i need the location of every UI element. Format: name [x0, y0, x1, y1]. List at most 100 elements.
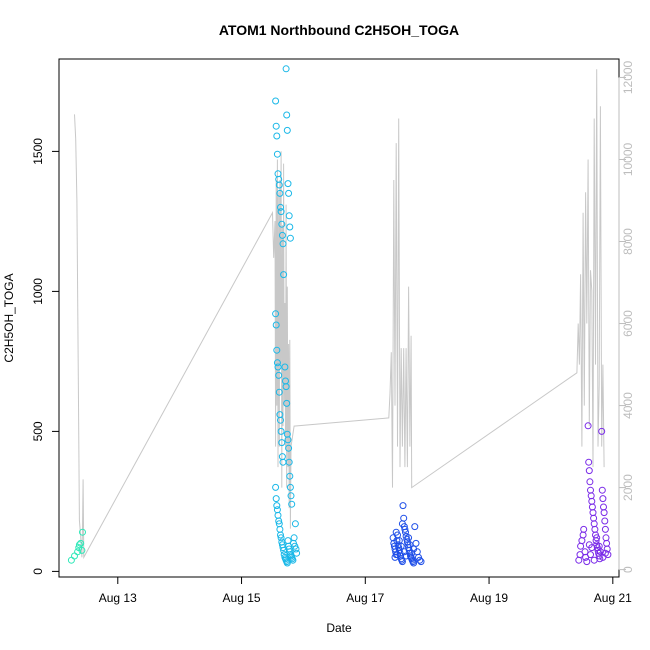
- data-point: [579, 531, 587, 539]
- data-point: [587, 486, 594, 494]
- data-point: [402, 552, 410, 560]
- y2-tick-label: 10000: [621, 142, 635, 176]
- data-point: [273, 502, 281, 510]
- data-point: [402, 528, 409, 536]
- data-point: [276, 525, 284, 533]
- y2-tick-label: 12000: [621, 60, 635, 94]
- data-point: [286, 483, 294, 491]
- data-point: [287, 492, 295, 500]
- data-point: [284, 436, 292, 444]
- data-point: [588, 497, 596, 505]
- data-point: [272, 97, 280, 105]
- data-point: [398, 558, 406, 566]
- data-point: [280, 271, 288, 279]
- data-point: [400, 514, 408, 522]
- data-point: [590, 520, 598, 528]
- data-point: [285, 444, 293, 452]
- data-point: [277, 427, 285, 435]
- data-point: [277, 203, 284, 211]
- data-point: [278, 231, 286, 239]
- data-point: [286, 223, 294, 231]
- data-point: [289, 556, 297, 564]
- data-point: [592, 537, 600, 545]
- data-point: [601, 525, 609, 533]
- data-point: [595, 552, 603, 560]
- data-point: [283, 126, 291, 134]
- data-point: [273, 506, 281, 514]
- chart-title: ATOM1 Northbound C2H5OH_TOGA: [219, 22, 459, 38]
- data-point: [282, 383, 290, 391]
- data-point: [417, 558, 425, 566]
- data-point: [272, 321, 280, 329]
- x-axis-label: Date: [326, 621, 352, 635]
- x-tick-label: Aug 19: [470, 591, 508, 605]
- data-point: [394, 551, 401, 559]
- data-point: [399, 502, 407, 510]
- y2-tick-label: 2000: [621, 474, 635, 501]
- data-point: [392, 528, 400, 536]
- data-point: [591, 525, 599, 533]
- y-tick-label: 1000: [31, 278, 45, 305]
- line-series-layer: [74, 69, 605, 560]
- data-point: [400, 548, 408, 556]
- data-point: [277, 416, 284, 424]
- series-line: [74, 69, 605, 560]
- data-point: [285, 212, 293, 220]
- data-point: [278, 453, 286, 461]
- y2-tick-label: 0: [621, 566, 635, 573]
- data-point: [283, 111, 291, 119]
- data-point: [588, 544, 596, 552]
- data-point: [583, 558, 591, 566]
- data-point: [277, 531, 284, 539]
- plot-frame: [58, 58, 620, 578]
- y-axis-label: C2H5OH_TOGA: [2, 273, 16, 362]
- x-tick-label: Aug 21: [594, 591, 632, 605]
- data-point: [275, 388, 283, 396]
- data-point: [272, 483, 280, 491]
- data-point: [598, 427, 606, 435]
- y-tick-label: 0: [31, 568, 45, 575]
- data-point: [275, 371, 283, 379]
- x-tick-label: Aug 15: [223, 591, 261, 605]
- data-point: [412, 539, 420, 547]
- y2-tick-label: 4000: [621, 392, 635, 419]
- data-point: [293, 549, 301, 557]
- data-point: [279, 240, 287, 248]
- data-point: [272, 495, 280, 503]
- data-point: [588, 503, 596, 511]
- data-point: [272, 122, 280, 130]
- data-point: [292, 545, 300, 553]
- data-point: [416, 556, 424, 564]
- data-point: [286, 472, 294, 480]
- data-point: [290, 534, 298, 542]
- data-point: [273, 132, 281, 140]
- data-point: [273, 150, 281, 158]
- data-point: [283, 559, 291, 567]
- data-point: [600, 503, 607, 511]
- data-point: [273, 359, 281, 367]
- data-point: [79, 528, 86, 536]
- data-point: [273, 346, 281, 354]
- data-point: [74, 548, 82, 556]
- data-point: [284, 180, 292, 188]
- data-point: [587, 551, 594, 559]
- data-point: [276, 189, 284, 197]
- data-point: [598, 486, 606, 494]
- data-point: [601, 517, 609, 525]
- data-point: [279, 458, 287, 466]
- y2-tick-label: 6000: [621, 310, 635, 337]
- data-point: [67, 556, 75, 564]
- scatter-points-layer: [67, 65, 612, 567]
- data-point: [401, 525, 409, 533]
- data-point: [410, 559, 418, 567]
- data-point: [275, 181, 283, 189]
- data-point: [75, 541, 83, 549]
- x-tick-label: Aug 17: [346, 591, 384, 605]
- data-point: [590, 514, 598, 522]
- data-point: [578, 537, 586, 545]
- data-point: [288, 500, 296, 508]
- data-point: [291, 520, 299, 528]
- data-point: [596, 548, 604, 556]
- data-point: [283, 399, 291, 407]
